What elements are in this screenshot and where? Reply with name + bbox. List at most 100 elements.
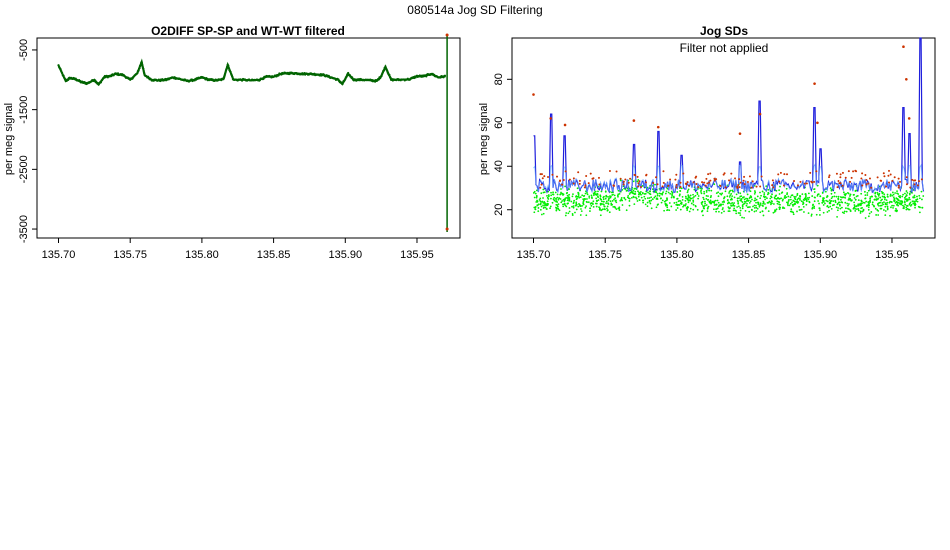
green-point [555, 200, 558, 202]
green-point [871, 201, 874, 204]
orange-point [661, 185, 664, 188]
green-point [832, 200, 835, 202]
green-point [816, 193, 819, 196]
green-point [701, 203, 703, 206]
green-point [830, 192, 833, 195]
green-point [773, 196, 776, 199]
green-point [580, 208, 582, 210]
data-point [383, 69, 386, 72]
orange-point [883, 175, 886, 178]
green-point [621, 199, 623, 202]
green-point [864, 217, 867, 219]
green-point [732, 204, 735, 207]
left-y-axis: -500 -1500 -2500 -3500 [18, 39, 37, 243]
green-point [550, 194, 553, 197]
orange-point [870, 186, 873, 189]
green-point [540, 213, 543, 216]
green-point [767, 210, 770, 213]
orange-point [920, 178, 923, 181]
green-point [632, 180, 635, 183]
green-point [600, 200, 603, 203]
green-point [566, 202, 569, 205]
green-point [848, 198, 851, 201]
green-point [753, 210, 756, 213]
green-point [546, 208, 548, 210]
green-point [723, 197, 725, 200]
green-point [830, 197, 833, 200]
green-point [593, 192, 596, 195]
green-point [899, 194, 902, 197]
green-point [651, 198, 654, 201]
orange-point [779, 171, 782, 174]
green-point [818, 207, 821, 210]
green-point [744, 201, 747, 203]
green-point [620, 196, 623, 199]
orange-point [905, 78, 908, 81]
green-point [837, 207, 840, 209]
green-point [806, 197, 809, 199]
orange-point [572, 177, 575, 180]
green-point [736, 197, 739, 200]
green-point [871, 203, 874, 206]
orange-point [622, 183, 625, 186]
green-point [676, 197, 679, 200]
green-point [876, 191, 879, 194]
green-point [700, 189, 703, 192]
green-point [739, 206, 742, 209]
green-point [874, 192, 877, 195]
orange-point [868, 177, 871, 180]
green-point [867, 189, 870, 192]
green-point [713, 183, 716, 186]
green-point [743, 216, 745, 219]
green-point [584, 198, 587, 200]
y-tick-label: -2500 [18, 155, 30, 183]
green-point [811, 206, 814, 209]
green-point [824, 202, 826, 205]
orange-point [850, 176, 853, 179]
green-point [859, 210, 862, 213]
green-point [753, 199, 756, 202]
green-point [833, 195, 836, 198]
green-point [550, 197, 552, 200]
green-point [753, 192, 756, 195]
green-point [867, 206, 870, 209]
green-point [886, 207, 889, 210]
green-point [822, 204, 825, 206]
green-point [808, 196, 811, 199]
green-point [749, 196, 751, 199]
green-point [602, 203, 604, 205]
orange-point [697, 186, 700, 189]
green-point [723, 210, 725, 213]
green-point [759, 211, 762, 214]
green-point [785, 187, 788, 190]
green-point [663, 209, 666, 212]
green-point [828, 199, 831, 202]
green-point [746, 199, 749, 202]
green-point [627, 194, 630, 197]
green-point [884, 210, 887, 212]
orange-point [540, 173, 543, 176]
green-point [596, 200, 598, 203]
green-point [572, 201, 575, 204]
green-point [638, 199, 641, 201]
green-point [605, 207, 608, 210]
green-point [623, 197, 626, 200]
green-point [889, 193, 892, 196]
green-point [684, 199, 687, 202]
green-point [584, 206, 587, 209]
orange-point [737, 184, 740, 187]
green-point [884, 203, 887, 206]
green-point [579, 214, 582, 216]
green-point [752, 205, 754, 208]
green-point [857, 199, 860, 202]
orange-point [539, 173, 542, 176]
green-point [617, 189, 620, 192]
orange-point [835, 172, 838, 175]
green-point [827, 206, 830, 209]
orange-point [760, 175, 763, 178]
green-point [779, 203, 781, 206]
green-point [894, 192, 897, 194]
green-point [889, 200, 892, 203]
green-point [879, 201, 882, 204]
green-point [589, 207, 592, 210]
